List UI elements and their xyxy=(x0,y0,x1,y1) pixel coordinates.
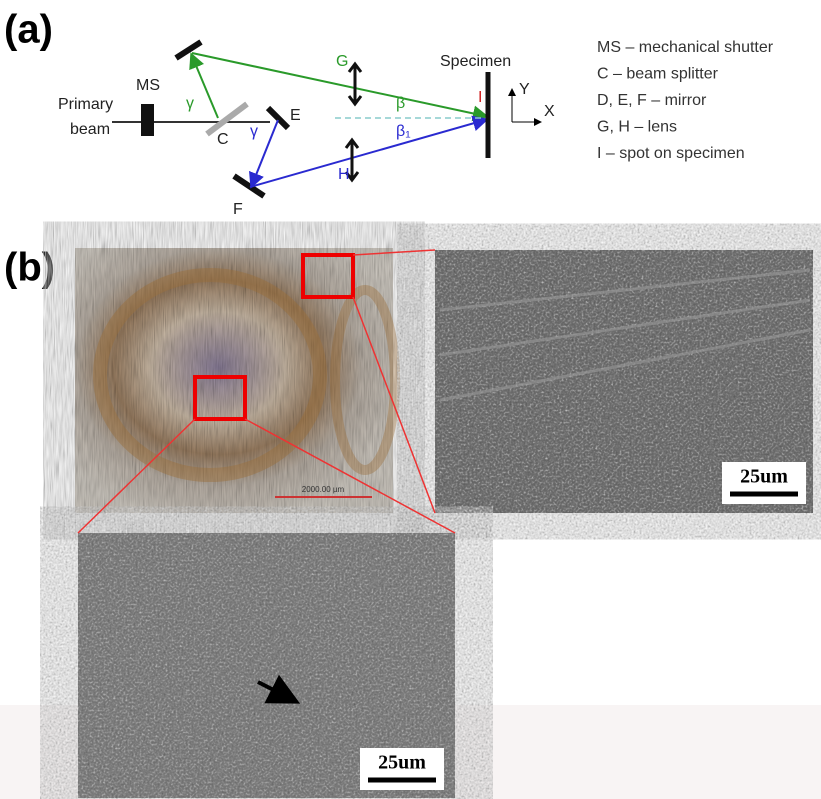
legend-item: G, H – lens xyxy=(597,119,677,136)
mirror xyxy=(268,108,288,128)
label: Primary xyxy=(58,96,113,113)
label: I xyxy=(478,89,482,106)
label: E xyxy=(290,107,301,124)
legend: MS – mechanical shutter C – beam splitter… xyxy=(597,39,774,162)
scale-label: 2000.00 µm xyxy=(302,485,345,494)
label: F xyxy=(233,201,243,218)
mirror xyxy=(176,42,201,58)
mirror xyxy=(234,176,264,196)
lens xyxy=(349,64,361,104)
label: γ xyxy=(186,95,194,112)
scale-label: 25um xyxy=(378,752,426,774)
label: Y xyxy=(519,81,530,98)
label: beam xyxy=(70,121,110,138)
figure: (a) MS Primary beam C γ E γ F G H β β₁ I… xyxy=(0,0,821,799)
blue-beam xyxy=(250,120,485,187)
legend-item: I – spot on specimen xyxy=(597,145,745,162)
label: C xyxy=(217,131,229,148)
label: MS xyxy=(136,77,160,94)
label: γ xyxy=(250,123,258,140)
legend-item: MS – mechanical shutter xyxy=(597,39,774,56)
legend-item: C – beam splitter xyxy=(597,66,719,83)
label: G xyxy=(336,53,348,70)
legend-item: D, E, F – mirror xyxy=(597,92,707,109)
scale-label: 25um xyxy=(740,466,788,488)
green-beam xyxy=(192,56,218,118)
panel-label: (b) xyxy=(4,246,55,290)
label: X xyxy=(544,103,555,120)
label: β xyxy=(396,95,405,112)
label: H xyxy=(338,166,350,183)
shutter xyxy=(141,104,154,136)
label: Specimen xyxy=(440,53,511,70)
label: β₁ xyxy=(396,123,411,140)
panel-label: (a) xyxy=(4,8,53,52)
